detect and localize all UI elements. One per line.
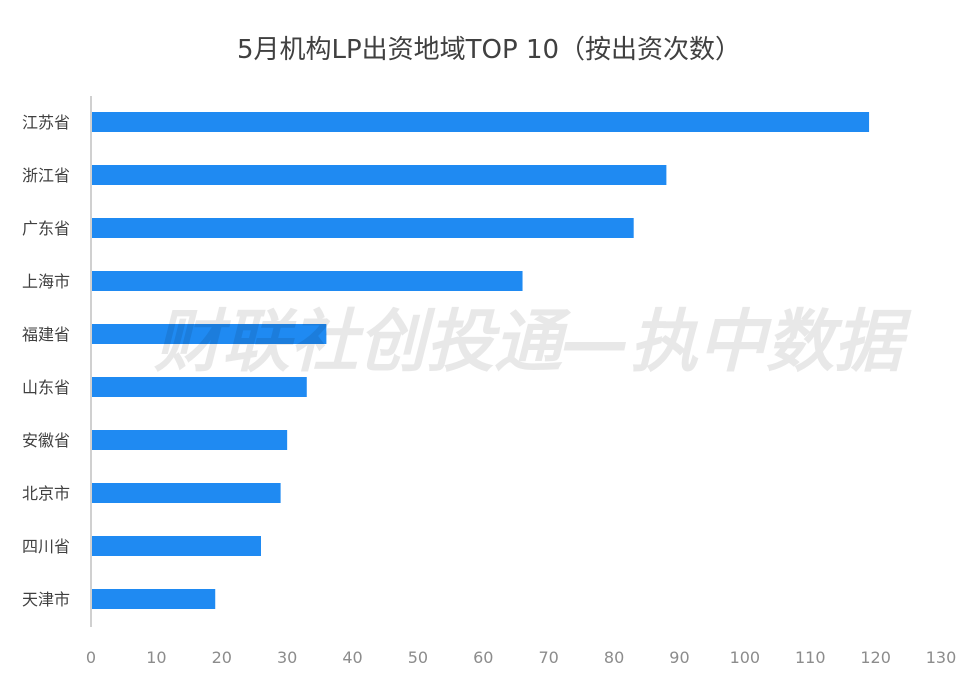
bar-4 [91,324,327,344]
x-tick-label-11: 110 [795,648,826,667]
x-tick-label-13: 130 [926,648,957,667]
x-tick-label-3: 30 [277,648,297,667]
category-label-2: 广东省 [22,219,70,238]
x-tick-label-9: 90 [669,648,689,667]
x-tick-label-12: 120 [860,648,891,667]
x-tick-label-2: 20 [212,648,232,667]
bar-1 [91,165,667,185]
bar-0 [91,112,870,132]
category-label-9: 天津市 [22,590,70,609]
category-label-3: 上海市 [22,272,70,291]
bar-5 [91,377,307,397]
bar-3 [91,271,523,291]
x-tick-label-6: 60 [473,648,493,667]
bar-6 [91,430,288,450]
bar-8 [91,536,261,556]
bar-7 [91,483,281,503]
category-label-0: 江苏省 [22,113,70,132]
category-label-8: 四川省 [22,537,70,556]
watermark: 财联社创投通—执中数据 [154,303,912,382]
bar-9 [91,589,216,609]
category-label-5: 山东省 [22,378,70,397]
category-label-4: 福建省 [22,325,70,344]
category-label-1: 浙江省 [22,166,70,185]
bar-2 [91,218,634,238]
x-tick-label-10: 100 [730,648,761,667]
chart-title: 5月机构LP出资地域TOP 10（按出资次数） [237,35,741,65]
x-tick-label-5: 50 [408,648,428,667]
x-tick-label-7: 70 [539,648,559,667]
category-label-7: 北京市 [22,484,70,503]
x-tick-label-0: 0 [86,648,96,667]
x-tick-label-4: 40 [342,648,362,667]
bars-layer [91,112,870,609]
x-tick-label-1: 10 [146,648,166,667]
x-tick-labels: 0 10 20 30 40 50 60 70 80 90 100 110 120 130 [86,648,956,667]
x-tick-label-8: 80 [604,648,624,667]
category-label-6: 安徽省 [22,431,70,450]
